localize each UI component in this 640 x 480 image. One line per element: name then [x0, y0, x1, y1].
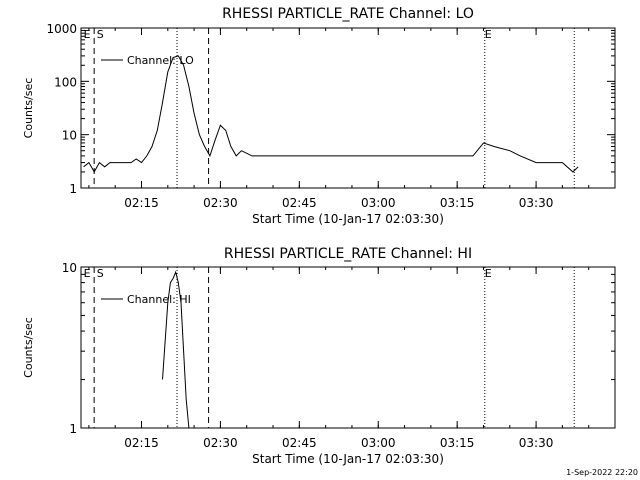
plot-frame	[80, 266, 616, 429]
x-tick-label: 02:45	[282, 196, 317, 210]
x-tick-label: 02:30	[203, 436, 238, 450]
series-line	[162, 270, 190, 428]
x-tick-label: 02:45	[282, 436, 317, 450]
chart-title: RHESSI PARTICLE_RATE Channel: LO	[222, 6, 474, 22]
marker-label: E	[84, 28, 91, 41]
y-tick-label: 1000	[46, 22, 77, 36]
y-axis-label: Counts/sec	[22, 78, 35, 139]
y-tick-label: 10	[62, 261, 77, 275]
marker-label: S	[97, 267, 104, 280]
series-line	[83, 55, 579, 173]
y-tick-label: 1	[69, 182, 77, 196]
x-tick-label: 03:30	[519, 436, 554, 450]
hi-channel-panel: RHESSI PARTICLE_RATE Channel: HI Start Ti…	[22, 246, 616, 466]
y-tick-label: 100	[54, 75, 77, 89]
marker-label: S	[97, 28, 104, 41]
marker-label: E	[485, 267, 492, 280]
x-tick-label: 03:15	[440, 196, 475, 210]
lo-channel-panel: RHESSI PARTICLE_RATE Channel: LO Start Ti…	[22, 6, 616, 226]
x-tick-label: 03:00	[361, 436, 396, 450]
generation-timestamp: 1-Sep-2022 22:20	[566, 468, 638, 477]
chart-title: RHESSI PARTICLE_RATE Channel: HI	[224, 246, 472, 262]
x-tick-label: 03:00	[361, 196, 396, 210]
x-tick-label: 02:15	[124, 196, 159, 210]
legend-label: Channel: LO	[127, 54, 194, 67]
y-axis-label: Counts/sec	[22, 317, 35, 378]
x-tick-label: 03:30	[519, 196, 554, 210]
y-tick-label: 10	[62, 129, 77, 143]
marker-label: E	[84, 267, 91, 280]
x-axis-label: Start Time (10-Jan-17 02:03:30)	[252, 212, 444, 226]
x-axis-label: Start Time (10-Jan-17 02:03:30)	[252, 452, 444, 466]
plot-frame	[80, 27, 616, 189]
y-tick-label: 1	[69, 422, 77, 436]
x-tick-label: 03:15	[440, 436, 475, 450]
legend-label: Channel: HI	[127, 293, 191, 306]
x-tick-label: 02:15	[124, 436, 159, 450]
x-tick-label: 02:30	[203, 196, 238, 210]
marker-label: E	[485, 28, 492, 41]
